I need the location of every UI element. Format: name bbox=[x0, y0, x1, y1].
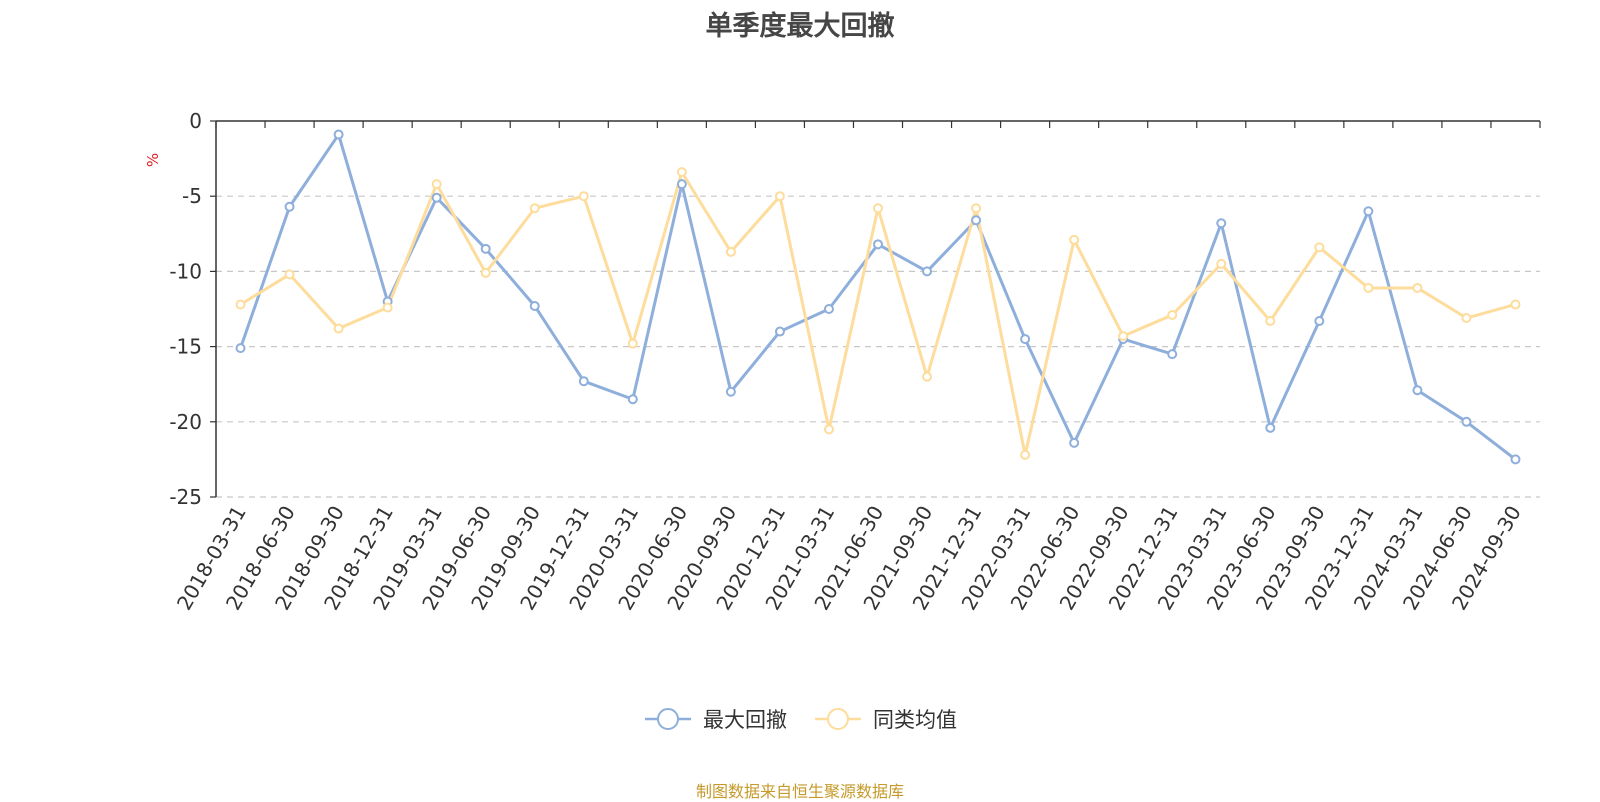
data-point-s2-13 bbox=[873, 203, 883, 214]
data-point-s2-14 bbox=[922, 371, 933, 382]
data-point-s2-21 bbox=[1265, 316, 1276, 327]
data-point-s1-0 bbox=[235, 343, 246, 354]
data-point-s2-6 bbox=[529, 203, 540, 214]
data-point-s1-25 bbox=[1461, 416, 1472, 427]
source-note: 制图数据来自恒生聚源数据库 bbox=[695, 782, 904, 801]
data-point-s1-22 bbox=[1314, 316, 1325, 327]
data-point-s1-14 bbox=[922, 266, 933, 277]
y-tick-label: -20 bbox=[169, 410, 202, 434]
data-point-s1-21 bbox=[1265, 422, 1276, 433]
data-point-s1-1 bbox=[284, 201, 295, 212]
y-tick-label: -25 bbox=[169, 485, 202, 509]
data-point-s2-19 bbox=[1167, 310, 1178, 321]
data-point-s2-26 bbox=[1510, 299, 1521, 310]
axis-layer: 0-5-10-15-20-252018-03-312018-06-302018-… bbox=[169, 109, 1541, 614]
data-point-s1-17 bbox=[1069, 437, 1080, 448]
data-point-s2-10 bbox=[725, 246, 736, 257]
data-point-s1-10 bbox=[725, 386, 736, 397]
data-point-s1-26 bbox=[1510, 454, 1521, 465]
data-point-s2-24 bbox=[1412, 282, 1423, 293]
data-point-s2-18 bbox=[1118, 331, 1129, 342]
legend-item-1[interactable]: 最大回撤 bbox=[643, 704, 787, 734]
data-point-s1-2 bbox=[333, 129, 344, 140]
data-point-s1-24 bbox=[1412, 385, 1423, 396]
data-point-s2-23 bbox=[1363, 282, 1374, 293]
legend-marker-circle bbox=[657, 708, 679, 730]
data-point-s2-5 bbox=[480, 267, 491, 278]
data-point-s2-9 bbox=[676, 167, 687, 178]
data-point-s2-3 bbox=[382, 302, 393, 313]
legend-item-2[interactable]: 同类均值 bbox=[813, 704, 957, 734]
series-layer bbox=[235, 129, 1521, 465]
data-point-s2-25 bbox=[1461, 313, 1472, 324]
data-point-s1-19 bbox=[1167, 349, 1178, 360]
data-point-s1-6 bbox=[529, 300, 540, 311]
data-point-s2-12 bbox=[823, 424, 834, 435]
chart-title: 单季度最大回撤 bbox=[705, 11, 895, 42]
data-point-s2-20 bbox=[1216, 258, 1227, 269]
y-axis-label: % bbox=[144, 153, 162, 167]
data-point-s2-0 bbox=[235, 299, 246, 310]
data-point-s1-7 bbox=[578, 376, 589, 387]
legend-label: 最大回撤 bbox=[703, 708, 787, 732]
data-point-s2-22 bbox=[1314, 242, 1325, 253]
data-point-s1-11 bbox=[774, 326, 785, 337]
legend-marker-icon bbox=[815, 708, 861, 730]
legend-marker-circle bbox=[827, 708, 849, 730]
y-tick-label: -5 bbox=[182, 184, 202, 208]
data-point-s1-9 bbox=[676, 179, 687, 190]
data-point-s2-16 bbox=[1020, 449, 1031, 460]
data-point-s2-15 bbox=[971, 203, 982, 214]
data-point-s2-11 bbox=[774, 191, 785, 202]
data-point-s1-5 bbox=[480, 243, 491, 254]
data-point-s1-8 bbox=[627, 394, 638, 405]
data-point-s1-23 bbox=[1363, 206, 1374, 217]
legend-label: 同类均值 bbox=[873, 708, 957, 732]
y-tick-label: -10 bbox=[169, 259, 202, 283]
data-point-s1-13 bbox=[873, 239, 883, 250]
data-point-s2-17 bbox=[1069, 234, 1080, 245]
legend: 最大回撤 同类均值 bbox=[0, 704, 1600, 734]
data-point-s1-20 bbox=[1216, 218, 1227, 229]
legend-marker-icon bbox=[645, 708, 691, 730]
data-point-s2-7 bbox=[578, 191, 589, 202]
data-point-s2-2 bbox=[333, 323, 344, 334]
data-point-s2-8 bbox=[627, 338, 638, 349]
data-point-s2-1 bbox=[284, 269, 295, 280]
data-point-s1-4 bbox=[431, 192, 442, 203]
y-tick-label: -15 bbox=[169, 335, 202, 359]
data-point-s2-4 bbox=[431, 179, 442, 190]
y-tick-label: 0 bbox=[189, 109, 202, 133]
data-point-s1-15 bbox=[971, 215, 982, 226]
data-point-s1-16 bbox=[1020, 334, 1031, 345]
data-point-s1-12 bbox=[823, 304, 834, 314]
